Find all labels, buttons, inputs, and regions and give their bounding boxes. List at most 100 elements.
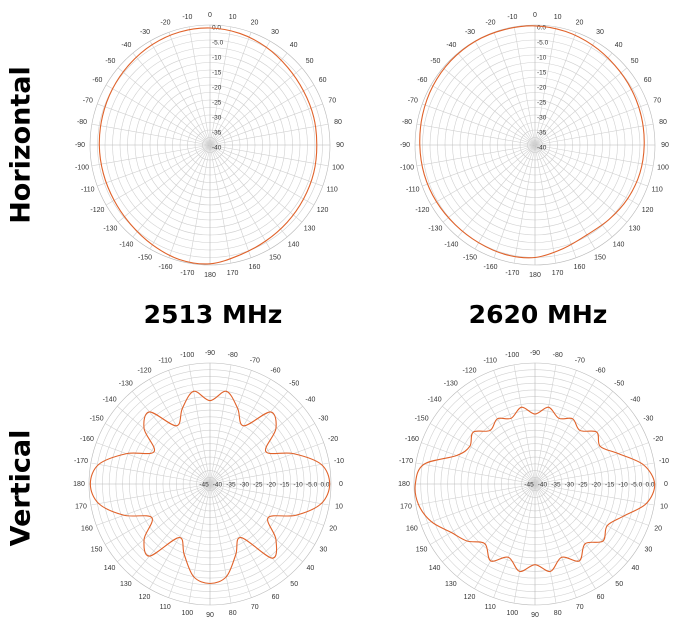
angle-tick-label: -120 [90, 207, 104, 214]
radial-tick-label: -20 [266, 482, 276, 489]
radial-tick-label: -45 [524, 482, 534, 489]
angle-tick-label: 170 [552, 270, 564, 277]
radial-tick-label: -10 [537, 55, 547, 62]
angle-tick-label: -50 [289, 380, 299, 387]
angle-tick-label: -10 [334, 458, 344, 465]
angle-tick-label: -100 [75, 164, 89, 171]
grid-spoke [534, 67, 628, 146]
angle-tick-label: 60 [272, 594, 280, 601]
grid-spoke [534, 144, 654, 167]
angle-tick-label: -90 [75, 142, 85, 149]
grid-spoke [91, 144, 211, 167]
angle-tick-label: -140 [428, 397, 442, 404]
grid-spoke [209, 144, 288, 238]
grid-spoke [534, 144, 648, 187]
angle-tick-label: 110 [327, 186, 338, 193]
frequency-label-2620: 2620 MHz [469, 300, 608, 329]
grid-spoke [117, 67, 211, 146]
grid-spoke [534, 483, 577, 598]
pattern-trace [419, 25, 645, 259]
grid-spoke [209, 370, 252, 485]
grid-spoke [117, 483, 211, 563]
grid-spoke [534, 144, 557, 264]
angle-tick-label: -100 [505, 352, 519, 359]
angle-tick-label: 30 [320, 546, 328, 553]
radial-tick-label: -30 [240, 482, 250, 489]
polar-chart-vertical-2513: 0 10 20 30 40 50 60 70 80 90 100 110 120 130 140 150 160… [73, 350, 344, 619]
angle-tick-label: 90 [661, 142, 669, 149]
angle-tick-label: -20 [328, 436, 338, 443]
angle-tick-label: -70 [250, 358, 260, 365]
angle-tick-label: 0 [664, 481, 668, 488]
grid-spoke [209, 144, 315, 206]
angle-tick-label: 80 [554, 610, 562, 617]
radial-tick-label: -25 [578, 482, 588, 489]
angle-tick-label: 180 [204, 272, 216, 279]
radial-tick-label: 0.0 [537, 25, 546, 32]
angle-tick-label: -70 [575, 358, 585, 365]
grid-spoke [149, 144, 211, 250]
angle-tick-label: 120 [642, 207, 654, 214]
radial-tick-label: -35 [226, 482, 236, 489]
angle-tick-label: 0 [339, 481, 343, 488]
grid-spoke [415, 483, 536, 506]
grid-spoke [534, 483, 649, 526]
grid-spoke [513, 26, 536, 146]
angle-tick-label: 100 [506, 610, 518, 617]
angle-tick-label: 120 [139, 594, 151, 601]
grid-spoke [442, 144, 536, 223]
pattern-trace [89, 390, 331, 585]
angle-tick-label: -130 [444, 380, 458, 387]
polar-chart-vertical-2620: 0 10 20 30 40 50 60 70 80 90 100 110 120 130 140 150 160… [398, 350, 669, 619]
grid-spoke [430, 144, 536, 206]
angle-tick-label: -160 [483, 264, 497, 271]
grid-spoke [209, 144, 329, 167]
angle-tick-label: 80 [229, 610, 237, 617]
grid-spoke [534, 26, 557, 146]
grid-spoke [131, 391, 211, 485]
grid-spoke [168, 483, 211, 598]
angle-tick-label: 170 [227, 270, 239, 277]
angle-tick-label: 160 [249, 264, 261, 271]
grid-spoke [209, 144, 271, 250]
angle-tick-label: -80 [402, 119, 412, 126]
radial-tick-label: -30 [537, 115, 547, 122]
polar-chart-horizontal-2620: 0 10 20 30 40 50 60 70 80 90 100 110 120 130 140 150 160… [400, 12, 669, 279]
grid-spoke [132, 52, 211, 146]
grid-spoke [534, 32, 577, 146]
grid-spoke [209, 483, 330, 506]
radial-tick-label: -10 [618, 482, 628, 489]
angle-tick-label: 100 [332, 164, 344, 171]
grid-spoke [209, 144, 303, 223]
angle-tick-label: -140 [444, 241, 458, 248]
angle-tick-label: 160 [406, 526, 418, 533]
grid-spoke [168, 32, 211, 146]
angle-tick-label: 50 [306, 58, 314, 65]
grid-spoke [534, 483, 557, 604]
angle-tick-label: 90 [336, 142, 344, 149]
angle-tick-label: -170 [180, 270, 194, 277]
grid-spoke [442, 67, 536, 146]
angle-tick-label: -140 [103, 397, 117, 404]
angle-tick-label: -60 [92, 77, 102, 84]
angle-tick-label: 30 [645, 546, 653, 553]
angle-tick-label: -100 [180, 352, 194, 359]
angle-tick-label: 130 [304, 225, 316, 232]
angle-tick-label: -60 [417, 77, 427, 84]
grid-spoke [131, 483, 211, 577]
radial-tick-label: -35 [551, 482, 561, 489]
grid-spoke [209, 483, 303, 563]
angle-tick-label: 20 [251, 20, 259, 27]
angle-tick-label: 110 [160, 604, 171, 611]
radial-tick-label: -20 [537, 85, 547, 92]
angle-tick-label: -150 [90, 415, 104, 422]
grid-spoke [209, 391, 289, 485]
angle-tick-label: -150 [415, 415, 429, 422]
grid-spoke [493, 144, 536, 258]
angle-tick-label: 180 [398, 481, 410, 488]
grid-spoke [456, 391, 536, 485]
grid-spoke [421, 442, 536, 485]
grid-spoke [209, 364, 232, 485]
angle-tick-label: 140 [613, 241, 625, 248]
angle-tick-label: 10 [229, 14, 237, 21]
